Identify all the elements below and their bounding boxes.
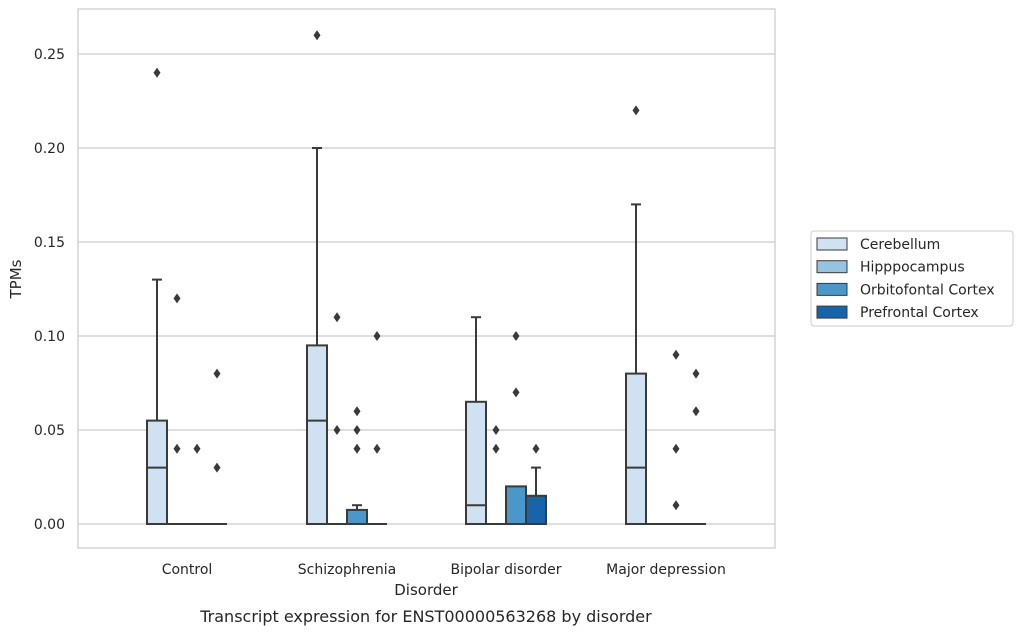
box-orbitofontal-cortex [346, 504, 368, 525]
legend: Cerebellum Hipppocampus Orbitofontal Corte… [810, 230, 1014, 327]
outlier-point [313, 30, 321, 41]
box-cerebellum [146, 278, 168, 526]
box-orbitofontal-cortex [505, 485, 527, 525]
boxes [146, 147, 706, 526]
x-tick-label: Bipolar disorder [450, 562, 561, 578]
outlier-point [492, 425, 500, 435]
box-body [625, 372, 647, 525]
outliers [153, 30, 700, 511]
outlier-point [532, 443, 540, 454]
legend-label: Hipppocampus [860, 260, 965, 276]
legend-label: Prefrontal Cortex [860, 305, 979, 321]
chart-caption: Transcript expression for ENST0000056326… [199, 607, 652, 626]
y-tick-label: 0.25 [34, 47, 65, 63]
outlier-point [353, 443, 361, 454]
y-tick-labels: 0.00 0.05 0.10 0.15 0.20 0.25 [34, 47, 65, 533]
y-tick-label: 0.20 [34, 141, 65, 157]
outlier-point [373, 443, 381, 454]
plot-frame [77, 8, 776, 549]
outlier-point [632, 105, 640, 116]
legend-items: Cerebellum Hipppocampus Orbitofontal Corte… [816, 237, 995, 321]
outlier-point [672, 443, 680, 454]
box-cerebellum [465, 316, 487, 525]
outlier-point [353, 425, 361, 435]
box-body [525, 494, 547, 525]
x-axis-title: Disorder [394, 581, 458, 599]
outlier-point [492, 443, 500, 454]
legend-label: Orbitofontal Cortex [860, 282, 995, 298]
outlier-point [353, 406, 361, 417]
box-body [306, 344, 328, 525]
outlier-point [512, 331, 520, 341]
outlier-point [692, 368, 700, 379]
x-tick-labels: Control Schizophrenia Bipolar disorder Majo… [162, 562, 726, 578]
box-body [346, 508, 368, 525]
y-axis-title: TPMs [7, 259, 25, 299]
box-body [146, 419, 168, 526]
outlier-point [333, 312, 341, 323]
outlier-point [213, 462, 221, 473]
legend-swatch [816, 237, 848, 251]
outlier-point [692, 406, 700, 417]
outlier-point [672, 500, 680, 511]
x-tick-label: Control [162, 562, 213, 578]
legend-swatch [816, 260, 848, 274]
box-cerebellum [306, 147, 328, 525]
y-tick-label: 0.10 [34, 329, 65, 345]
x-tick-label: Schizophrenia [298, 562, 396, 578]
y-tick-label: 0.15 [34, 235, 65, 251]
box-prefrontal-cortex [525, 466, 547, 525]
outlier-point [512, 387, 520, 398]
y-tick-label: 0.00 [34, 517, 65, 533]
outlier-point [672, 349, 680, 360]
outlier-point [173, 443, 181, 454]
box-body [505, 485, 527, 525]
outlier-point [193, 443, 201, 454]
legend-label: Cerebellum [860, 237, 940, 253]
y-tick-label: 0.05 [34, 423, 65, 439]
legend-frame [810, 230, 1014, 327]
legend-swatch [816, 282, 848, 296]
x-tick-label: Major depression [606, 562, 726, 578]
outlier-point [153, 67, 161, 78]
box-body [465, 400, 487, 525]
outlier-point [333, 425, 341, 435]
box-cerebellum [625, 203, 647, 525]
outlier-point [213, 368, 221, 379]
legend-swatch [816, 305, 848, 319]
grid-lines [78, 53, 775, 525]
outlier-point [373, 331, 381, 341]
outlier-point [173, 293, 181, 304]
